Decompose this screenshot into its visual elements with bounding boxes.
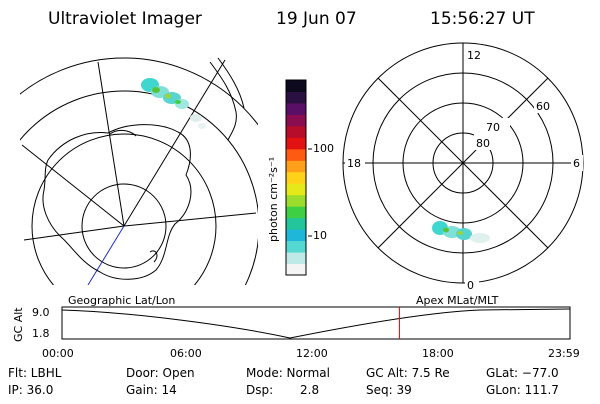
colorbar-swatch [286,194,306,207]
colorbar-swatch [286,263,306,276]
colorbar-swatch [286,102,306,115]
colorbar-swatch [286,171,306,184]
info-glat: GLat: −77.0 [486,366,559,380]
map-meridian [97,61,125,227]
colorbar [285,79,307,276]
timeline-xticks: 00:00 06:00 12:00 18:00 23:59 [42,347,580,360]
map-meridian [21,144,125,227]
info-mode: Mode: Normal [246,366,330,380]
coastline-detail [209,61,237,141]
timeline-ytick-low: 1.8 [32,327,50,340]
map-lat-circle [20,90,258,285]
colorbar-swatch [286,114,306,127]
orbit-altitude-panel [61,306,571,340]
colorbar-swatch [286,91,306,104]
mlt-label-12: 12 [467,49,481,62]
timeline-xtick: 23:59 [548,347,580,360]
colorbar-tick-10: 10 [313,229,327,242]
instrument-title: Ultraviolet Imager [48,9,202,29]
colorbar-swatch [286,125,306,138]
info-seq: Seq: 39 [366,383,412,397]
info-gain: Gain: 14 [126,383,177,397]
map-lat-circle [31,133,217,285]
map-meridian [23,225,125,241]
date-label: 19 Jun 07 [276,9,357,29]
time-label: 15:56:27 UT [430,9,535,29]
colorbar-swatch [286,183,306,196]
timeline-xtick: 18:00 [422,347,454,360]
map-meridian [123,59,226,227]
mlt-label-6: 6 [573,157,580,170]
polar-lat-label-70: 70 [486,121,500,134]
timeline-axis-label: GC Alt [12,307,25,342]
colorbar-swatch [286,206,306,219]
polar-lat-label-80: 80 [476,137,490,150]
colorbar-label: photon cm⁻²s⁻¹ [267,157,280,242]
info-door: Door: Open [126,366,195,380]
coastline-detail [109,129,137,137]
info-glon: GLon: 111.7 [486,383,559,397]
timeline-left-title: Geographic Lat/Lon [68,294,175,307]
info-ip: IP: 36.0 [8,383,53,397]
info-dsp-label: Dsp: [246,383,273,397]
colorbar-swatch [286,148,306,161]
map-meridian [123,212,257,227]
timeline-ytick-high: 9.0 [32,306,50,319]
timeline-frame [61,306,571,340]
info-filter: Flt: LBHL [8,366,62,380]
colorbar-swatch [286,240,306,253]
info-gc-alt: GC Alt: 7.5 Re [366,366,450,380]
colorbar-swatch [286,137,306,150]
timeline-right-title: Apex MLat/MLT [416,294,499,307]
polar-meridian-diag [377,77,549,249]
colorbar-frame [285,79,307,276]
altitude-curve [61,308,571,339]
colorbar-swatch [286,252,306,265]
info-dsp-value: 2.8 [300,383,319,397]
colorbar-tick-100: 100 [313,142,334,155]
polar-lat-label-60: 60 [536,100,550,113]
map-aurora [141,78,206,129]
mlt-label-18: 18 [347,157,361,170]
timeline-xtick: 00:00 [42,347,74,360]
coastline-detail [149,250,158,263]
colorbar-swatch [286,80,306,92]
antarctica-coastline [42,124,192,280]
mlt-label-0: 0 [467,279,474,292]
coastline-detail [217,57,245,109]
colorbar-swatch [286,217,306,230]
polar-plot [342,42,584,284]
timeline-xtick: 06:00 [170,347,202,360]
polar-aurora [432,221,490,243]
geographic-map [20,57,258,285]
colorbar-swatch [286,160,306,173]
map-lat-circle-inner [81,183,167,269]
map-lat-circle-outer [20,57,258,126]
map-meridian-highlight [87,225,125,285]
info-block: Flt: LBHL IP: 36.0 Door: Open Gain: 14 M… [8,366,559,397]
colorbar-swatch [286,229,306,242]
timeline-xtick: 12:00 [296,347,328,360]
